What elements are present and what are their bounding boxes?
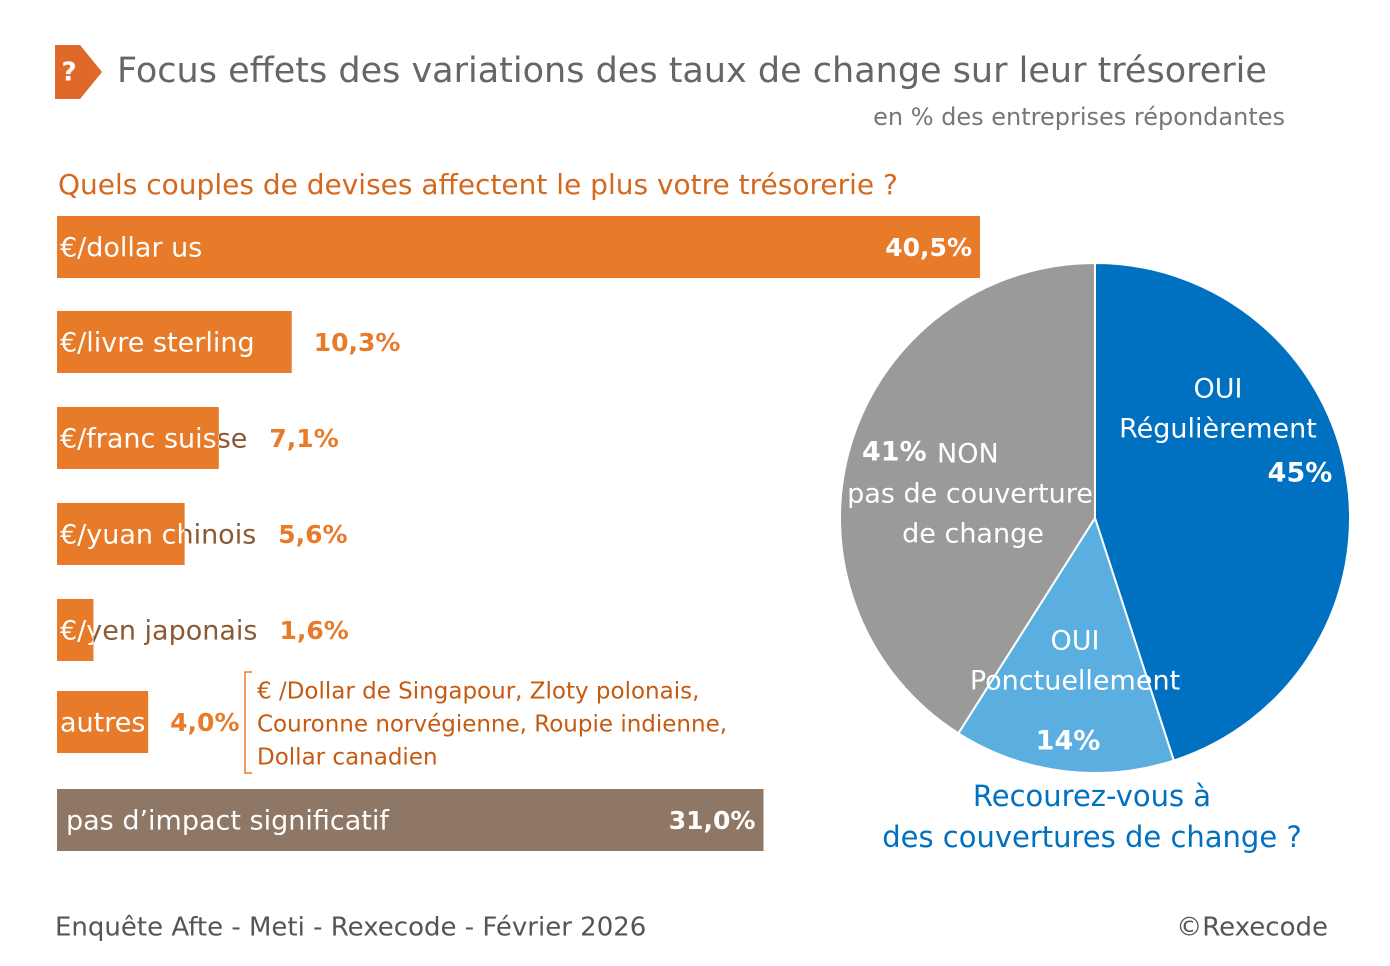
copyright: ©Rexecode xyxy=(1176,913,1328,943)
slice-label: de change xyxy=(902,519,1044,550)
bar xyxy=(57,789,764,851)
pie-title: des couvertures de change ? xyxy=(882,820,1302,854)
bar-chart-title: Quels couples de devises affectent le pl… xyxy=(58,168,898,201)
slice-label: NON xyxy=(937,439,999,470)
value-label: 7,1% xyxy=(269,424,338,453)
value-label: 10,3% xyxy=(314,328,401,357)
bar-label: €/yuan chinois xyxy=(60,520,256,551)
slice-label: OUI xyxy=(1051,626,1100,657)
bar-label: €/franc suisse xyxy=(60,424,247,455)
value-label: 4,0% xyxy=(170,708,239,737)
slice-value: 14% xyxy=(1036,726,1101,757)
slice-label: Ponctuellement xyxy=(970,666,1180,697)
bar-label: pas d’impact significatif xyxy=(66,806,390,837)
slice-value: 45% xyxy=(1268,458,1333,489)
title: Focus effets des variations des taux de … xyxy=(117,51,1267,91)
bar xyxy=(57,691,149,753)
bar xyxy=(57,407,219,469)
slice-label: OUI xyxy=(1194,374,1243,405)
annotation: € /Dollar de Singapour, Zloty polonais, xyxy=(257,679,699,705)
value-label: 40,5% xyxy=(885,233,972,262)
bar-label: €/livre sterling xyxy=(60,328,255,359)
icon-shape xyxy=(55,45,102,99)
value-label: 5,6% xyxy=(278,520,347,549)
subtitle: en % des entreprises répondantes xyxy=(873,103,1285,131)
annotation: Couronne norvégienne, Roupie indienne, xyxy=(257,712,727,738)
source: Enquête Afte - Meti - Rexecode - Février… xyxy=(55,913,646,943)
pie-slice xyxy=(839,261,1096,735)
pie-slice xyxy=(956,515,1176,774)
bar-label: autres xyxy=(60,708,145,739)
icon: ? xyxy=(61,58,76,88)
slice-label: Régulièrement xyxy=(1119,414,1317,445)
annotation: Dollar canadien xyxy=(257,745,438,771)
pie-slice xyxy=(1094,261,1351,762)
bar xyxy=(57,599,94,661)
slice-label: pas de couverture xyxy=(847,479,1093,510)
bar xyxy=(57,311,292,373)
bar-label: €/yen japonais xyxy=(60,616,258,647)
pie-title: Recourez-vous à xyxy=(973,779,1211,813)
bar xyxy=(57,216,980,278)
slice-value: 41% xyxy=(862,437,927,468)
bar-label: €/dollar us xyxy=(60,233,202,264)
bracket xyxy=(244,671,252,774)
value-label: 1,6% xyxy=(280,616,349,645)
bar xyxy=(57,503,185,565)
value-label: 31,0% xyxy=(669,806,756,835)
